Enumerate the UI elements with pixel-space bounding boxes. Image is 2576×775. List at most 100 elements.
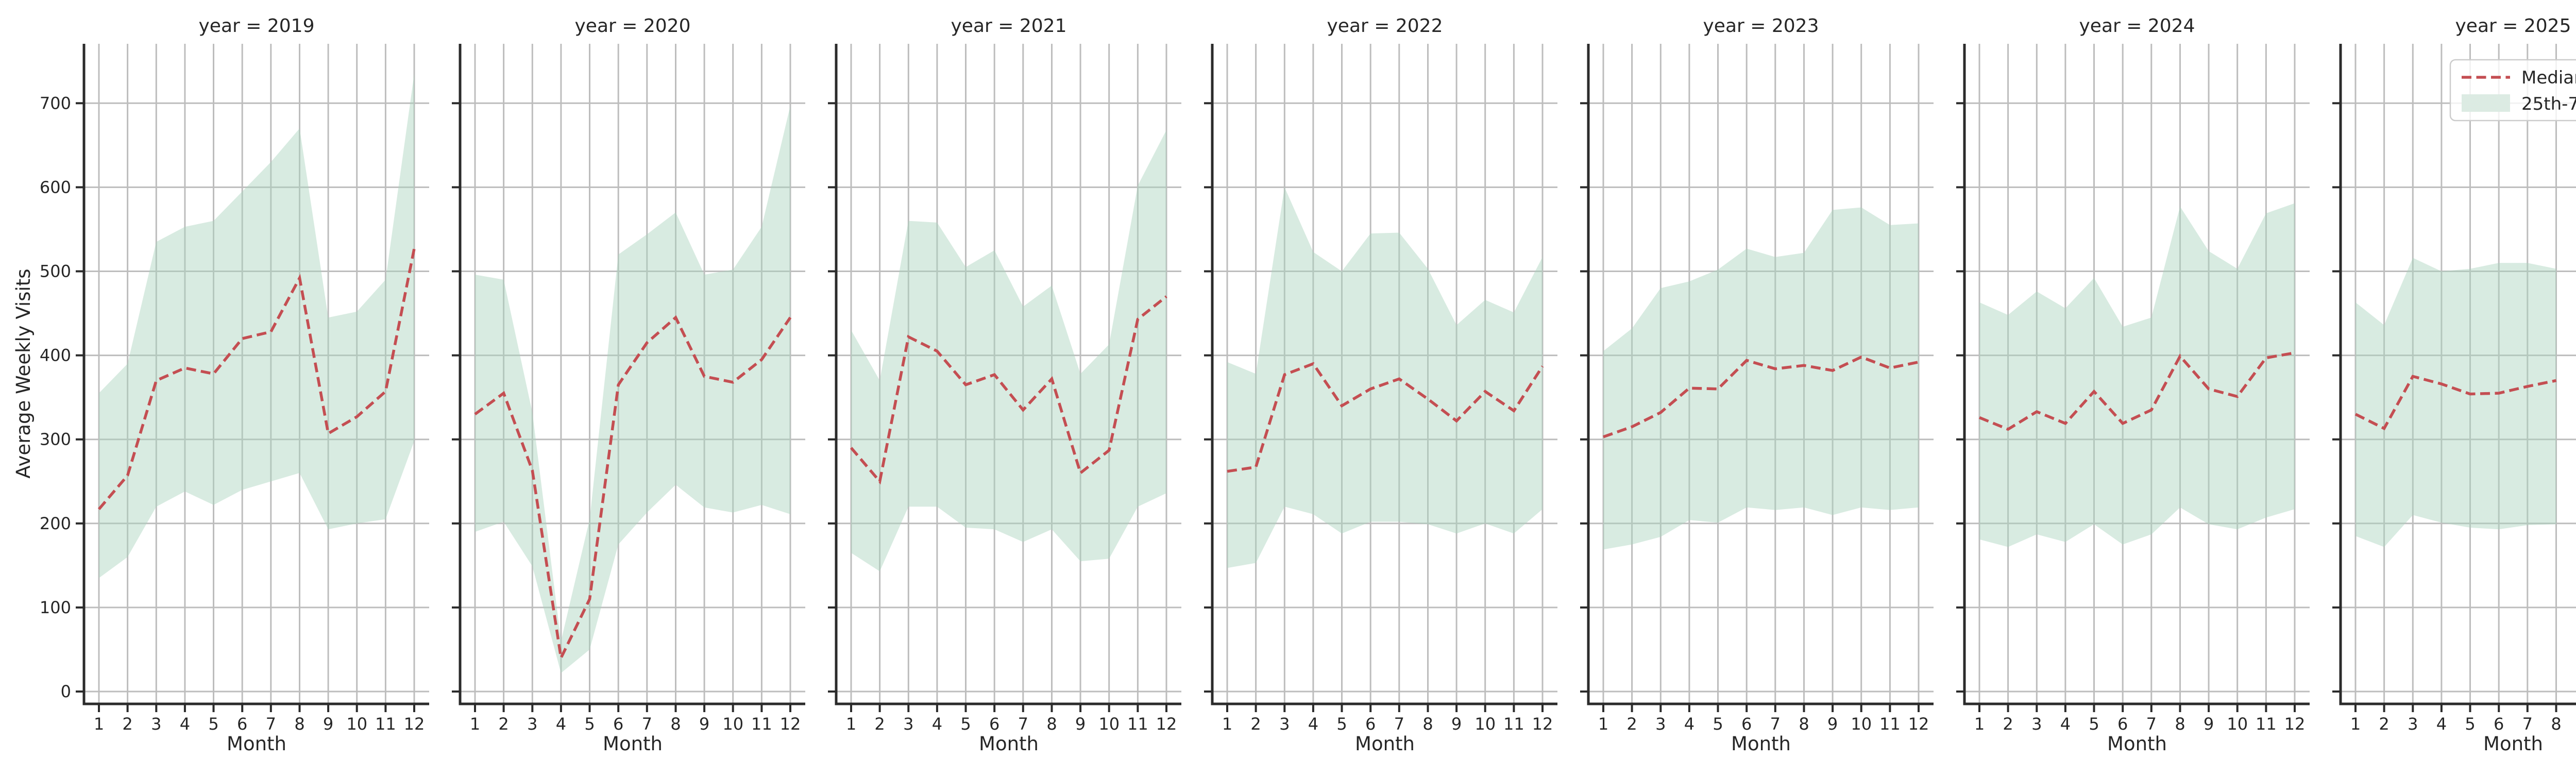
y-tick-label: 300 [40,430,71,449]
y-tick-label: 500 [40,262,71,281]
x-tick-label: 1 [94,714,104,734]
panel-title: year = 2021 [951,15,1067,37]
x-tick-label: 9 [1075,714,1086,734]
x-tick-label: 1 [1222,714,1232,734]
x-tick-label: 2 [1250,714,1261,734]
percentile-band [99,74,414,578]
x-tick-label: 12 [2284,714,2306,734]
x-tick-label: 4 [932,714,942,734]
x-tick-label: 10 [1098,714,1120,734]
gridlines [460,44,805,704]
gridlines [1964,44,2310,704]
x-tick-label: 6 [989,714,999,734]
panel-title: year = 2020 [575,15,691,37]
x-tick-label: 5 [2465,714,2475,734]
x-tick-label: 12 [1908,714,1929,734]
x-tick-label: 1 [1598,714,1608,734]
x-tick-label: 8 [670,714,681,734]
x-tick-label: 3 [903,714,913,734]
y-tick-label: 700 [40,93,71,113]
x-tick-label: 11 [1503,714,1524,734]
x-tick-label: 4 [1684,714,1694,734]
x-tick-label: 7 [1770,714,1781,734]
panel-title: year = 2024 [2079,15,2195,37]
median-line [97,248,416,510]
x-tick-label: 10 [346,714,367,734]
panel-title: year = 2025 [2455,15,2571,37]
x-tick-label: 9 [1827,714,1838,734]
x-axis-label: Month [603,733,663,755]
x-tick-label: 3 [2031,714,2042,734]
x-tick-label: 10 [1851,714,1872,734]
x-tick-label: 11 [751,714,772,734]
x-tick-label: 10 [1475,714,1496,734]
x-tick-label: 5 [960,714,971,734]
x-tick-label: 7 [2146,714,2157,734]
x-tick-label: 8 [1046,714,1057,734]
y-tick-label: 0 [61,682,71,701]
x-tick-label: 3 [1655,714,1666,734]
x-tick-label: 6 [237,714,247,734]
x-tick-label: 12 [780,714,801,734]
gridlines [1588,44,1934,704]
x-tick-label: 5 [1713,714,1723,734]
median-line [2354,375,2557,431]
x-tick-label: 10 [2227,714,2248,734]
x-tick-label: 2 [2003,714,2013,734]
x-axis-label: Month [1731,733,1791,755]
x-tick-label: 4 [1308,714,1318,734]
y-tick-label: 400 [40,346,71,365]
x-tick-label: 7 [642,714,652,734]
x-tick-label: 8 [1799,714,1809,734]
y-tick-label: 200 [40,514,71,533]
panel-title: year = 2023 [1703,15,1819,37]
x-tick-label: 8 [1422,714,1433,734]
x-tick-label: 7 [266,714,276,734]
x-axis-label: Month [1355,733,1415,755]
x-tick-label: 8 [2175,714,2185,734]
median-line [1978,351,2295,431]
y-tick-label: 100 [40,598,71,617]
y-axis-label: Average Weekly Visits [12,268,35,478]
x-tick-label: 2 [874,714,885,734]
x-tick-label: 2 [2379,714,2389,734]
panel-title: year = 2022 [1327,15,1443,37]
x-axis-label: Month [2107,733,2167,755]
x-tick-label: 6 [1365,714,1376,734]
x-tick-label: 11 [1879,714,1901,734]
x-tick-label: 3 [151,714,161,734]
percentile-band [1603,207,1919,550]
x-tick-label: 1 [846,714,856,734]
x-tick-label: 6 [1741,714,1752,734]
median-line [474,315,792,663]
x-tick-label: 6 [2494,714,2504,734]
x-tick-label: 2 [122,714,132,734]
x-tick-label: 11 [1127,714,1148,734]
percentile-band [2355,258,2556,547]
x-tick-label: 10 [722,714,743,734]
x-tick-label: 1 [2350,714,2361,734]
x-tick-label: 3 [2408,714,2418,734]
x-tick-label: 11 [375,714,396,734]
median-line [850,295,1167,485]
percentile-band [851,130,1166,571]
x-tick-label: 3 [527,714,537,734]
x-tick-label: 4 [180,714,190,734]
x-tick-label: 5 [208,714,218,734]
x-tick-label: 9 [699,714,709,734]
x-tick-label: 7 [2522,714,2533,734]
x-tick-label: 5 [584,714,595,734]
gridlines [1212,44,1557,704]
legend-band-sample [2462,94,2510,112]
percentile-band [1979,203,2295,547]
x-tick-label: 8 [2551,714,2561,734]
legend-percentile-label: 25th-75th Percentile [2521,94,2576,114]
x-tick-label: 2 [1626,714,1637,734]
x-tick-label: 12 [1156,714,1177,734]
